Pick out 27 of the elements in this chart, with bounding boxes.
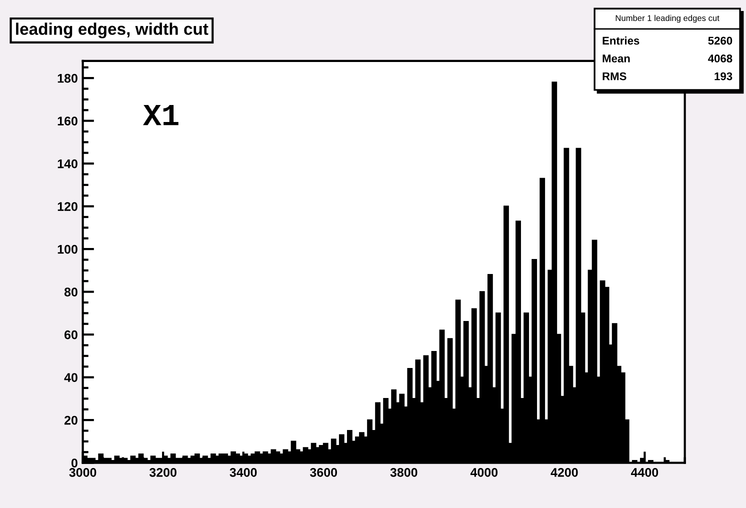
text: 193 bbox=[714, 72, 732, 80]
text: Entries bbox=[602, 36, 640, 45]
y-tick-label: 160 bbox=[58, 116, 78, 126]
y-tick-label: 100 bbox=[58, 244, 78, 254]
x-tick-label: 3800 bbox=[390, 468, 418, 477]
y-tick-label: 180 bbox=[58, 74, 78, 83]
y-tick-label: 0 bbox=[71, 458, 78, 468]
chart-title: leading edges, width cut bbox=[16, 22, 208, 38]
x-tick-label: 4200 bbox=[550, 468, 578, 477]
text: 5260 bbox=[708, 36, 732, 45]
y-tick-label: 80 bbox=[64, 288, 78, 296]
x-tick-label: 3200 bbox=[149, 468, 176, 477]
text: Number 1 leading edges cut bbox=[616, 14, 720, 23]
x-tick-label: 3400 bbox=[230, 468, 257, 477]
y-tick-label: 140 bbox=[58, 159, 78, 168]
annotation: RMS bbox=[602, 72, 626, 80]
x-tick-label: 3000 bbox=[69, 468, 96, 477]
x-tick-label: 4400 bbox=[630, 468, 658, 477]
y-tick-label: 120 bbox=[58, 202, 78, 211]
x-tick-label: 4000 bbox=[470, 468, 498, 477]
y-tick-label: 60 bbox=[64, 330, 78, 340]
y-tick-label: 40 bbox=[64, 373, 78, 382]
x-tick-label: 3600 bbox=[310, 468, 338, 477]
y-tick-label: 20 bbox=[64, 416, 78, 425]
annotation: Mean bbox=[602, 54, 630, 62]
text: 4068 bbox=[708, 54, 732, 62]
annotation: X1 bbox=[143, 104, 178, 126]
